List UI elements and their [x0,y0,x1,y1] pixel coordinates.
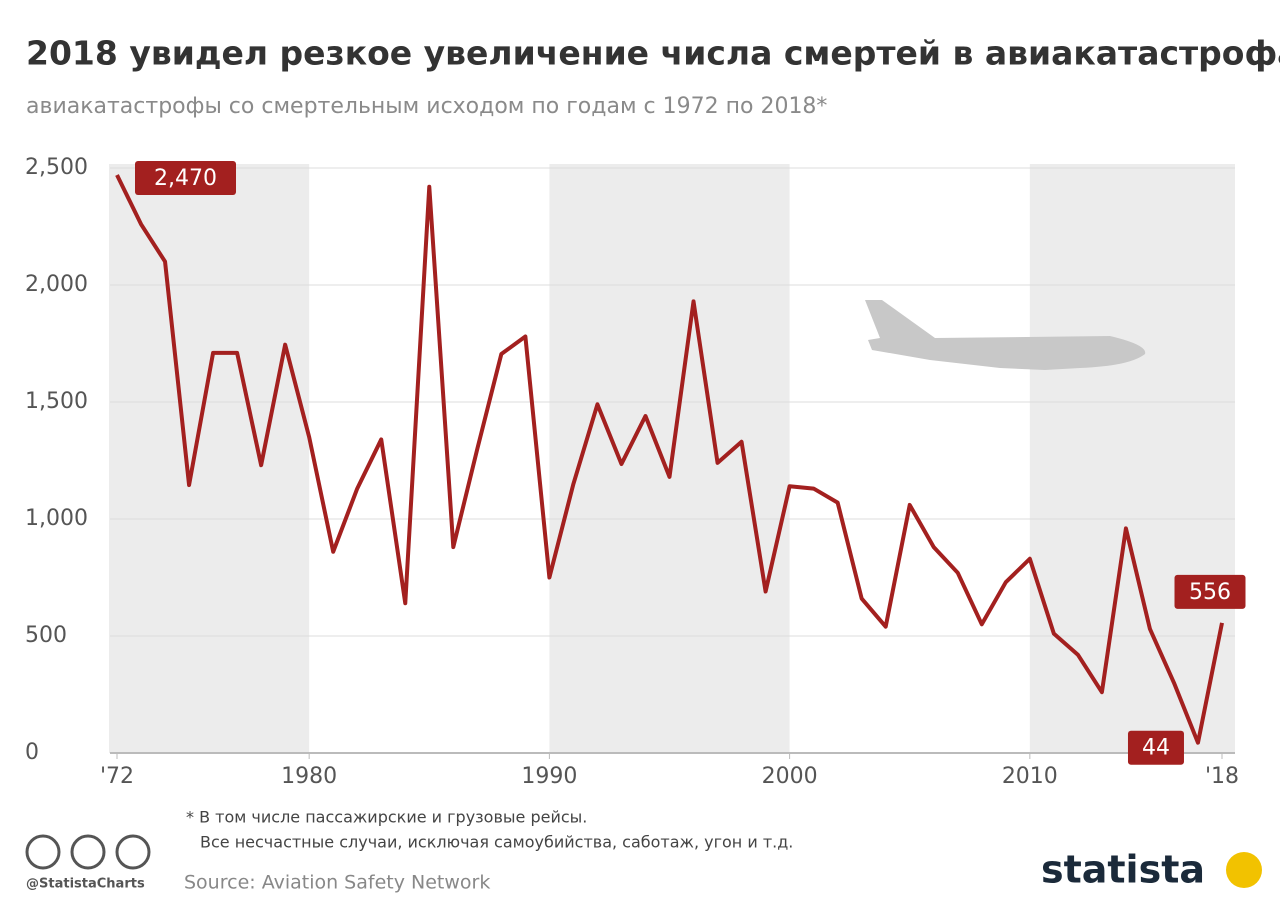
cc-icons [25,834,151,870]
footnote: * В том числе пассажирские и грузовые ре… [186,808,587,827]
x-tick-label: 1990 [521,764,577,789]
x-tick-label: 1980 [281,764,337,789]
brand: statista [1041,848,1205,892]
x-tick-label: 2010 [1002,764,1058,789]
y-tick-label: 2,000 [25,272,88,297]
y-tick-label: 500 [25,623,67,648]
brand-logo [1226,852,1262,888]
plane-icon [865,300,1146,370]
band [549,164,790,753]
chart-subtitle: авиакатастрофы со смертельным исходом по… [26,94,827,119]
data-label: 2,470 [154,166,217,191]
credit: @StatistaCharts [26,877,145,892]
x-tick-label: '18 [1205,764,1239,789]
label-box [135,161,236,196]
label-box [1174,574,1246,609]
footnote: Все несчастные случаи, исключая самоубий… [200,833,793,852]
y-tick-label: 2,500 [25,155,88,180]
data-label: 44 [1142,736,1170,761]
source: Source: Aviation Safety Network [184,872,490,894]
data-label: 556 [1189,580,1231,605]
x-tick-label: '72 [100,764,134,789]
label-box [1127,730,1184,765]
y-tick-label: 1,500 [25,389,88,414]
y-tick-label: 0 [25,740,39,765]
line [115,174,1224,745]
y-tick-label: 1,000 [25,506,88,531]
bands [109,164,1235,753]
x-tick-label: 2000 [762,764,818,789]
band [1029,164,1235,753]
chart-title: 2018 увидел резкое увеличение числа смер… [26,34,1280,73]
band [109,164,310,753]
